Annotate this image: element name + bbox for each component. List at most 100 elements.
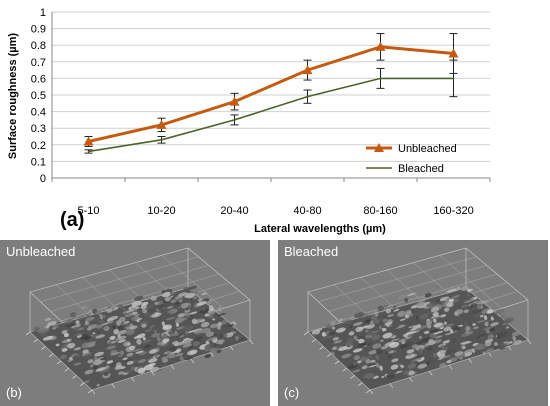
surface-texture bbox=[136, 319, 140, 323]
surface-texture bbox=[188, 285, 198, 290]
surface-texture bbox=[71, 358, 81, 363]
surface-texture bbox=[320, 335, 331, 341]
surface-texture bbox=[216, 349, 222, 354]
surface-texture bbox=[389, 341, 400, 348]
surface-texture bbox=[352, 369, 361, 373]
surface-texture bbox=[414, 301, 426, 307]
axis-tick bbox=[303, 331, 309, 336]
surface-texture bbox=[148, 358, 158, 363]
surface-texture bbox=[439, 363, 447, 369]
surface-texture bbox=[55, 321, 62, 325]
surface-texture bbox=[419, 325, 428, 329]
axis-tick bbox=[190, 358, 194, 363]
surface-texture bbox=[503, 317, 514, 324]
surface-texture bbox=[372, 343, 382, 349]
surface-texture bbox=[381, 375, 385, 379]
surface-texture bbox=[360, 356, 367, 362]
surface-texture bbox=[393, 309, 400, 312]
surface-texture bbox=[335, 345, 343, 349]
surface-texture bbox=[228, 324, 234, 327]
axis-tick bbox=[369, 389, 374, 395]
surface-texture bbox=[84, 320, 89, 325]
surface-texture bbox=[338, 346, 348, 351]
surface-texture bbox=[426, 323, 432, 329]
axis-tick bbox=[409, 377, 413, 382]
surface-texture bbox=[348, 331, 355, 336]
surface-texture bbox=[227, 328, 231, 333]
axis-tick bbox=[210, 352, 214, 357]
surface-texture bbox=[411, 309, 415, 313]
data-point bbox=[87, 150, 90, 153]
surface-texture bbox=[106, 360, 114, 364]
surface-texture bbox=[55, 327, 60, 332]
surface-texture bbox=[99, 314, 104, 320]
surface-texture bbox=[112, 325, 116, 329]
surface-texture bbox=[419, 302, 431, 307]
axis-tick bbox=[25, 331, 31, 336]
surface-texture bbox=[331, 351, 335, 357]
surface-texture bbox=[161, 321, 166, 327]
surface-texture bbox=[477, 305, 482, 310]
surface-texture bbox=[429, 329, 440, 333]
data-point bbox=[83, 136, 94, 146]
surface-texture bbox=[189, 350, 197, 355]
surface-texture bbox=[164, 297, 171, 302]
series-group bbox=[83, 33, 459, 154]
surface-texture bbox=[436, 285, 440, 289]
surface-texture bbox=[167, 309, 177, 313]
surface-texture bbox=[382, 332, 393, 339]
surface-texture bbox=[386, 348, 391, 353]
surface-texture bbox=[125, 369, 133, 374]
surface-texture bbox=[333, 340, 343, 344]
surface-texture bbox=[443, 355, 451, 358]
surface-texture bbox=[472, 323, 476, 326]
surface-texture bbox=[179, 356, 184, 362]
surface-texture bbox=[444, 307, 450, 312]
surface-texture bbox=[168, 311, 174, 314]
surface-texture bbox=[60, 354, 67, 360]
surface-texture bbox=[379, 365, 383, 371]
surface-texture bbox=[391, 358, 399, 363]
surface-texture bbox=[194, 329, 204, 335]
surface-texture bbox=[311, 329, 320, 335]
axis-tick bbox=[170, 364, 175, 370]
surface-texture bbox=[365, 335, 370, 339]
surface-texture bbox=[499, 331, 508, 338]
surface-image-bleached: Bleached (c) bbox=[278, 240, 548, 406]
axis-tick bbox=[389, 383, 393, 388]
surface-texture bbox=[38, 332, 47, 337]
surface-texture bbox=[479, 300, 490, 305]
surface-texture bbox=[223, 333, 228, 338]
surface-texture bbox=[182, 343, 192, 348]
surface-texture bbox=[73, 362, 82, 366]
surface-texture bbox=[138, 351, 147, 356]
surface-texture bbox=[216, 312, 227, 317]
panel-label-a: (a) bbox=[60, 209, 84, 231]
surface-texture bbox=[347, 337, 354, 343]
surface-texture bbox=[209, 323, 218, 329]
x-tick-label: 10-20 bbox=[147, 205, 175, 217]
surface-texture bbox=[407, 363, 417, 369]
surface-texture bbox=[177, 292, 188, 297]
surface-texture bbox=[81, 306, 88, 309]
surface-texture bbox=[375, 348, 383, 354]
surface-texture bbox=[204, 354, 211, 359]
x-tick-label: 20-40 bbox=[220, 205, 248, 217]
surface-texture bbox=[512, 335, 516, 341]
surface-texture bbox=[485, 320, 491, 323]
surface-texture bbox=[407, 353, 414, 356]
axis-tick bbox=[488, 352, 492, 357]
surface-texture bbox=[460, 332, 471, 337]
data-point bbox=[375, 41, 386, 51]
axis-tick bbox=[365, 389, 371, 394]
surface-texture bbox=[370, 320, 374, 326]
surface-texture bbox=[161, 306, 168, 310]
surface-texture bbox=[151, 326, 156, 331]
surface-texture bbox=[387, 371, 397, 376]
surface-texture bbox=[44, 317, 52, 321]
surface-texture bbox=[106, 345, 117, 350]
surface-texture bbox=[483, 315, 488, 321]
surface-texture bbox=[369, 364, 377, 368]
surface-texture bbox=[108, 319, 114, 324]
surface-texture bbox=[131, 348, 142, 352]
